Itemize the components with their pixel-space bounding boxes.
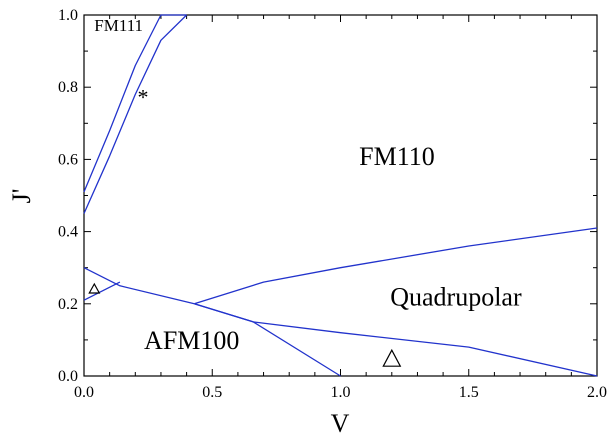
markers: * (88, 84, 402, 367)
tick-marks (83, 14, 598, 377)
y-tick-label: 0.2 (58, 296, 78, 313)
region-label: Quadrupolar (390, 283, 522, 312)
phase-boundary-line (83, 281, 121, 301)
phase-boundaries (83, 14, 598, 377)
y-tick-label: 0.4 (58, 224, 78, 241)
y-tick-label: 1.0 (58, 7, 78, 24)
region-label: AFM100 (144, 326, 239, 355)
phase-boundary-line (194, 303, 598, 377)
triangle-marker (88, 282, 101, 294)
x-tick-label: 1.0 (331, 384, 351, 401)
region-label: FM111 (94, 16, 143, 35)
phase-boundary-line (194, 227, 598, 305)
phase-boundary-line (83, 14, 188, 214)
region-label: FM110 (359, 142, 435, 171)
x-tick-label: 0.0 (74, 384, 94, 401)
phase-boundary-line (83, 14, 187, 193)
region-labels: FM111 FM110 Quadrupolar AFM100 (94, 16, 522, 355)
x-tick-label: 1.5 (459, 384, 479, 401)
y-tick-label: 0.0 (58, 368, 78, 385)
star-marker: * (137, 84, 148, 109)
tick-labels: 0.0 0.5 1.0 1.5 2.0 0.0 0.2 0.4 0.6 0.8 1.0 (58, 7, 607, 401)
x-tick-label: 0.5 (202, 384, 222, 401)
plot-frame (83, 14, 598, 377)
x-axis-label: V (331, 409, 350, 438)
x-tick-label: 2.0 (587, 384, 607, 401)
phase-boundary-line (194, 303, 341, 377)
triangle-marker (382, 348, 402, 367)
phase-boundary-line (83, 267, 195, 305)
y-tick-label: 0.6 (58, 151, 78, 168)
y-tick-label: 0.8 (58, 79, 78, 96)
y-axis-label: J' (7, 189, 36, 204)
